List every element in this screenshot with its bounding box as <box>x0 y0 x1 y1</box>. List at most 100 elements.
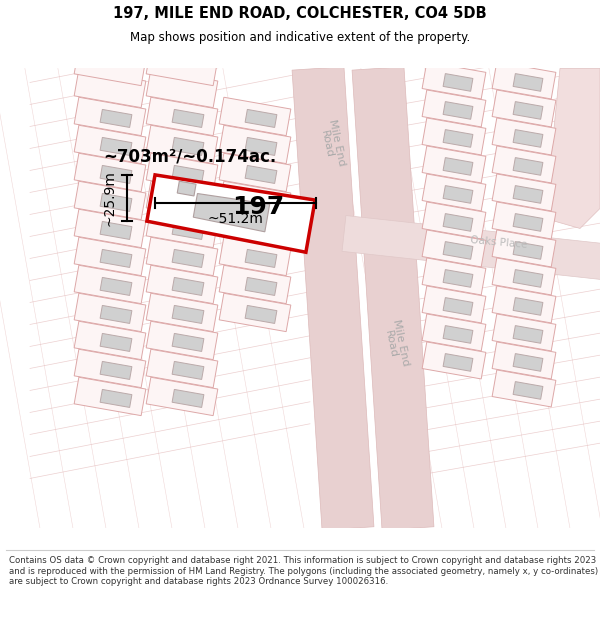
Polygon shape <box>100 249 132 268</box>
Polygon shape <box>100 221 132 239</box>
Polygon shape <box>245 306 277 324</box>
Polygon shape <box>74 293 146 332</box>
Polygon shape <box>245 249 277 268</box>
Text: Contains OS data © Crown copyright and database right 2021. This information is : Contains OS data © Crown copyright and d… <box>9 556 598 586</box>
Polygon shape <box>443 354 473 371</box>
Polygon shape <box>193 194 269 232</box>
Polygon shape <box>74 181 146 219</box>
Polygon shape <box>342 216 600 281</box>
Polygon shape <box>172 361 204 379</box>
Polygon shape <box>219 98 291 136</box>
Polygon shape <box>146 265 218 304</box>
Polygon shape <box>100 193 132 211</box>
Polygon shape <box>100 306 132 324</box>
Polygon shape <box>443 129 473 148</box>
Polygon shape <box>74 238 146 276</box>
Polygon shape <box>172 193 204 211</box>
Polygon shape <box>172 389 204 408</box>
Polygon shape <box>245 193 277 211</box>
Polygon shape <box>146 378 218 416</box>
Polygon shape <box>74 321 146 359</box>
Polygon shape <box>513 102 543 119</box>
Polygon shape <box>219 209 291 248</box>
Polygon shape <box>443 186 473 203</box>
Polygon shape <box>146 125 218 164</box>
Polygon shape <box>74 98 146 136</box>
Polygon shape <box>422 286 486 323</box>
Polygon shape <box>172 109 204 128</box>
Polygon shape <box>492 370 556 407</box>
Polygon shape <box>74 349 146 388</box>
Polygon shape <box>352 67 434 530</box>
Polygon shape <box>513 129 543 148</box>
Polygon shape <box>422 62 486 99</box>
Polygon shape <box>146 293 218 332</box>
Polygon shape <box>100 361 132 379</box>
Polygon shape <box>100 138 132 156</box>
Polygon shape <box>172 138 204 156</box>
Polygon shape <box>146 238 218 276</box>
Polygon shape <box>100 278 132 296</box>
Polygon shape <box>422 90 486 127</box>
Polygon shape <box>172 306 204 324</box>
Polygon shape <box>219 238 291 276</box>
Polygon shape <box>422 342 486 379</box>
Polygon shape <box>100 389 132 408</box>
Polygon shape <box>492 90 556 127</box>
Polygon shape <box>422 314 486 351</box>
Polygon shape <box>422 118 486 155</box>
Polygon shape <box>492 62 556 99</box>
Polygon shape <box>292 67 374 530</box>
Text: Map shows position and indicative extent of the property.: Map shows position and indicative extent… <box>130 31 470 44</box>
Polygon shape <box>492 230 556 267</box>
Polygon shape <box>443 269 473 288</box>
Polygon shape <box>443 158 473 175</box>
Polygon shape <box>492 146 556 183</box>
Polygon shape <box>422 174 486 211</box>
Polygon shape <box>492 202 556 239</box>
Polygon shape <box>545 68 600 228</box>
Polygon shape <box>245 278 277 296</box>
Polygon shape <box>513 74 543 91</box>
Polygon shape <box>492 118 556 155</box>
Polygon shape <box>146 209 218 248</box>
Polygon shape <box>443 242 473 259</box>
Polygon shape <box>513 269 543 288</box>
Polygon shape <box>422 146 486 183</box>
Polygon shape <box>513 242 543 259</box>
Polygon shape <box>146 349 218 388</box>
Text: ~25.9m: ~25.9m <box>103 170 117 226</box>
Polygon shape <box>147 175 315 253</box>
Polygon shape <box>100 333 132 351</box>
Polygon shape <box>443 74 473 91</box>
Polygon shape <box>492 174 556 211</box>
Polygon shape <box>219 265 291 304</box>
Polygon shape <box>245 138 277 156</box>
Text: Mile End
Road: Mile End Road <box>381 318 411 369</box>
Polygon shape <box>513 354 543 371</box>
Polygon shape <box>492 314 556 351</box>
Polygon shape <box>172 166 204 184</box>
Polygon shape <box>219 125 291 164</box>
Polygon shape <box>100 109 132 128</box>
Polygon shape <box>74 69 146 108</box>
Polygon shape <box>172 333 204 351</box>
Polygon shape <box>172 249 204 268</box>
Polygon shape <box>422 202 486 239</box>
Polygon shape <box>172 278 204 296</box>
Polygon shape <box>422 230 486 267</box>
Polygon shape <box>513 214 543 231</box>
Polygon shape <box>492 258 556 295</box>
Polygon shape <box>219 293 291 332</box>
Polygon shape <box>245 109 277 128</box>
Text: 197, MILE END ROAD, COLCHESTER, CO4 5DB: 197, MILE END ROAD, COLCHESTER, CO4 5DB <box>113 6 487 21</box>
Polygon shape <box>146 69 218 108</box>
Polygon shape <box>74 209 146 248</box>
Polygon shape <box>513 158 543 175</box>
Polygon shape <box>443 326 473 343</box>
Polygon shape <box>146 181 218 219</box>
Text: Oaks Place: Oaks Place <box>470 235 528 250</box>
Text: 197: 197 <box>232 196 284 219</box>
Polygon shape <box>245 221 277 239</box>
Polygon shape <box>443 298 473 315</box>
